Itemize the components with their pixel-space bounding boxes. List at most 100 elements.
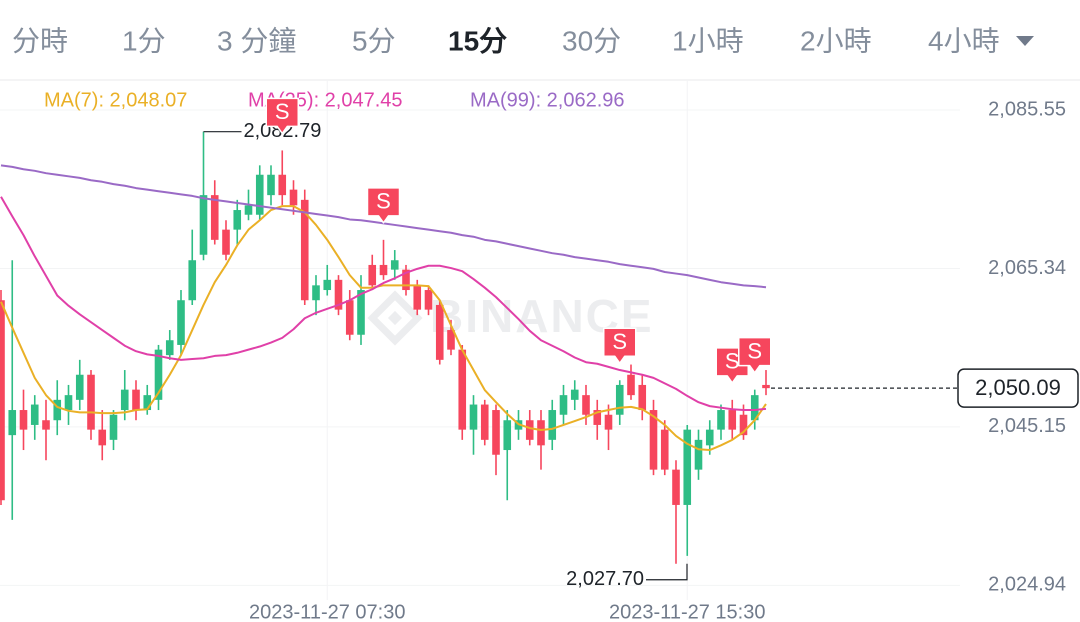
y-tick-label: 2,024.94 — [988, 574, 1066, 596]
ma-line — [0, 205, 767, 452]
candle-body — [390, 260, 399, 270]
y-tick-label: 2,085.55 — [988, 98, 1066, 120]
candle-body — [300, 199, 309, 301]
dropdown-arrow[interactable] — [1016, 36, 1034, 46]
candle-body — [267, 174, 275, 196]
candle-body — [334, 279, 343, 310]
x-tick-label: 2023-11-27 15:30 — [609, 601, 765, 622]
candle-body — [683, 429, 692, 505]
low-connector — [646, 563, 688, 581]
candle-body — [694, 439, 703, 470]
candle-body — [638, 384, 647, 411]
candle-body — [525, 420, 534, 440]
candle-body — [762, 384, 770, 389]
low-label: 2,027.70 — [566, 568, 644, 590]
candle-body — [120, 389, 129, 411]
candle-body — [750, 395, 759, 421]
candle-body — [0, 300, 5, 501]
x-tick-label: 2023-11-27 07:30 — [249, 601, 405, 622]
timeframe-tab[interactable]: 15分 — [448, 25, 507, 56]
candle-body — [132, 389, 140, 411]
timeframe-tab[interactable]: 1分 — [122, 25, 166, 56]
candle-body — [615, 384, 624, 415]
timeframe-tab[interactable]: 4小時 — [928, 25, 1000, 56]
candle-body — [660, 429, 669, 470]
timeframe-tab[interactable]: 2小時 — [800, 25, 872, 56]
candle-body — [109, 414, 118, 440]
timeframe-tab[interactable]: 30分 — [562, 25, 621, 56]
candle-body — [458, 349, 467, 430]
candle-body — [672, 469, 680, 505]
candle-body — [8, 410, 17, 436]
timeframe-tab[interactable]: 1小時 — [672, 25, 744, 56]
signal-label: S — [376, 189, 391, 214]
candle-body — [19, 410, 28, 430]
timeframe-tab[interactable]: 分時 — [12, 25, 68, 56]
candle-body — [255, 174, 264, 215]
signal-marker — [265, 97, 299, 135]
candle-body — [469, 404, 478, 430]
candle-body — [447, 330, 455, 350]
y-tick-label: 2,045.15 — [988, 415, 1066, 437]
signal-label: S — [612, 329, 627, 354]
candle-body — [357, 290, 365, 335]
candle-body — [728, 410, 737, 430]
candle-body — [548, 410, 557, 440]
candle-body — [345, 300, 354, 335]
candle-body — [717, 410, 725, 430]
candle-body — [143, 395, 152, 411]
candle-body — [402, 269, 410, 291]
candle-body — [42, 420, 50, 430]
candle-body — [559, 395, 568, 415]
legend-entry: MA(7): 2,048.07 — [44, 89, 187, 111]
candle-body — [244, 205, 253, 215]
candle-body — [154, 349, 163, 400]
candle-body — [503, 420, 512, 451]
timeframe-tab[interactable]: 3 分鐘 — [217, 25, 296, 56]
candle-body — [75, 374, 84, 400]
candle-body — [53, 399, 62, 421]
candle-body — [222, 229, 230, 255]
timeframe-tabs: 分時 1分 3 分鐘 5分 15分 30分 1小時 2小時 4小時 — [12, 25, 1000, 56]
last-price-label: 2,050.09 — [975, 375, 1061, 400]
timeframe-tab[interactable]: 5分 — [352, 25, 396, 56]
legend-entry: MA(99): 2,062.96 — [470, 89, 625, 111]
candle-body — [233, 210, 242, 230]
signal-label: S — [275, 99, 290, 124]
candle-body — [188, 260, 197, 301]
candle-body — [165, 340, 174, 356]
candle-body — [98, 429, 107, 446]
candle-body — [480, 404, 489, 440]
signal-label: S — [725, 349, 740, 374]
candle-body — [278, 174, 287, 196]
candle-body — [210, 195, 219, 240]
candle-body — [627, 374, 635, 396]
candle-body — [289, 189, 298, 206]
y-tick-label: 2,065.34 — [988, 257, 1066, 279]
candle-body — [323, 279, 332, 291]
signal-marker — [603, 327, 637, 364]
candle-body — [705, 429, 714, 446]
candle-body — [30, 404, 39, 425]
candle-body — [379, 264, 388, 276]
candle-body — [199, 195, 208, 255]
watermark-logo — [367, 290, 423, 346]
ma-line — [0, 196, 767, 412]
candle-body — [312, 285, 320, 301]
last-price-box — [957, 368, 1079, 408]
candle-body — [424, 290, 433, 310]
candle-body — [604, 414, 613, 430]
signal-label: S — [747, 338, 762, 363]
candle-body — [593, 410, 602, 425]
signal-marker — [366, 187, 401, 224]
candle-body — [570, 389, 579, 400]
candle-body — [87, 374, 95, 430]
candle-body — [368, 264, 377, 286]
candle-body — [739, 414, 748, 436]
signal-marker — [738, 336, 772, 374]
candle-body — [64, 395, 73, 411]
candle-body — [177, 300, 185, 345]
candle-body — [582, 395, 590, 415]
